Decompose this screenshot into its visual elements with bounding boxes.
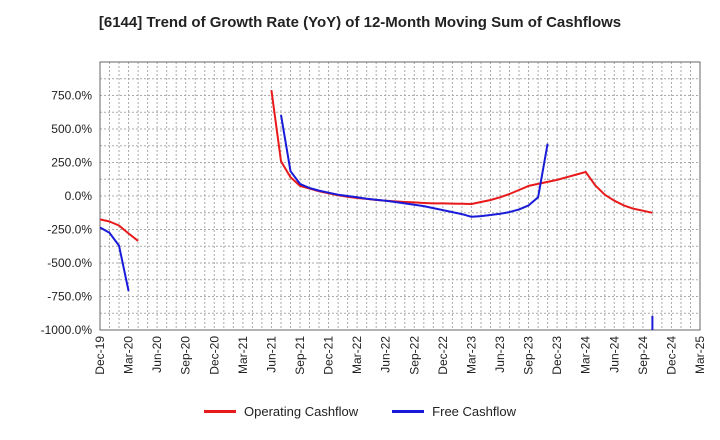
x-tick-label: Jun-21 (264, 336, 278, 373)
x-tick-label: Sep-23 (522, 336, 536, 375)
y-tick-label: 0.0% (65, 189, 93, 203)
legend-swatch-operating-cashflow (204, 410, 236, 413)
x-tick-label: Sep-24 (636, 336, 650, 375)
legend-swatch-free-cashflow (392, 410, 425, 413)
axis-layer (99, 61, 701, 331)
x-tick-label: Dec-19 (93, 336, 107, 375)
y-tick-label: -500.0% (47, 256, 92, 270)
legend-label-operating-cashflow: Operating Cashflow (244, 404, 359, 419)
x-tick-label: Dec-22 (436, 336, 450, 375)
x-tick-label: Jun-23 (493, 336, 507, 373)
x-tick-label: Jun-22 (379, 336, 393, 373)
chart-title: [6144] Trend of Growth Rate (YoY) of 12-… (98, 14, 622, 31)
series-line-free-cashflow (280, 114, 549, 218)
label-layer: 750.0% 500.0% 250.0% 0.0% -250.0% -500.0% -750… (41, 89, 707, 375)
y-tick-label: -1000.0% (41, 323, 93, 337)
x-tick-label: Dec-24 (664, 336, 678, 375)
plot-border (99, 61, 701, 331)
x-tick-label: Jun-20 (150, 336, 164, 373)
x-tick-label: Dec-23 (550, 336, 564, 375)
x-tick-label: Mar-20 (122, 336, 136, 374)
y-tick-label: 250.0% (51, 156, 92, 170)
x-tick-label: Dec-21 (322, 336, 336, 375)
series-line-operating-cashflow (100, 218, 139, 242)
legend-item-free-cashflow[interactable]: Free Cashflow (392, 404, 516, 419)
x-tick-label: Mar-23 (464, 336, 478, 374)
series-line-free-cashflow (100, 226, 130, 292)
x-tick-label: Mar-24 (579, 336, 593, 374)
x-tick-label: Sep-22 (407, 336, 421, 375)
x-tick-label: Mar-25 (693, 336, 707, 374)
legend-label-free-cashflow: Free Cashflow (432, 404, 516, 419)
x-tick-label: Mar-21 (236, 336, 250, 374)
series-layer (100, 89, 654, 330)
y-tick-label: 750.0% (51, 89, 92, 103)
x-tick-label: Jun-24 (607, 336, 621, 373)
legend: Operating Cashflow Free Cashflow (0, 404, 720, 419)
x-tick-label: Mar-22 (350, 336, 364, 374)
y-tick-label: -750.0% (47, 290, 92, 304)
x-tick-label: Sep-20 (179, 336, 193, 375)
grid-layer (99, 61, 701, 331)
y-tick-label: 500.0% (51, 122, 92, 136)
x-tick-label: Sep-21 (293, 336, 307, 375)
x-tick-label: Dec-20 (207, 336, 221, 375)
y-tick-label: -250.0% (47, 223, 92, 237)
legend-item-operating-cashflow[interactable]: Operating Cashflow (204, 404, 358, 419)
